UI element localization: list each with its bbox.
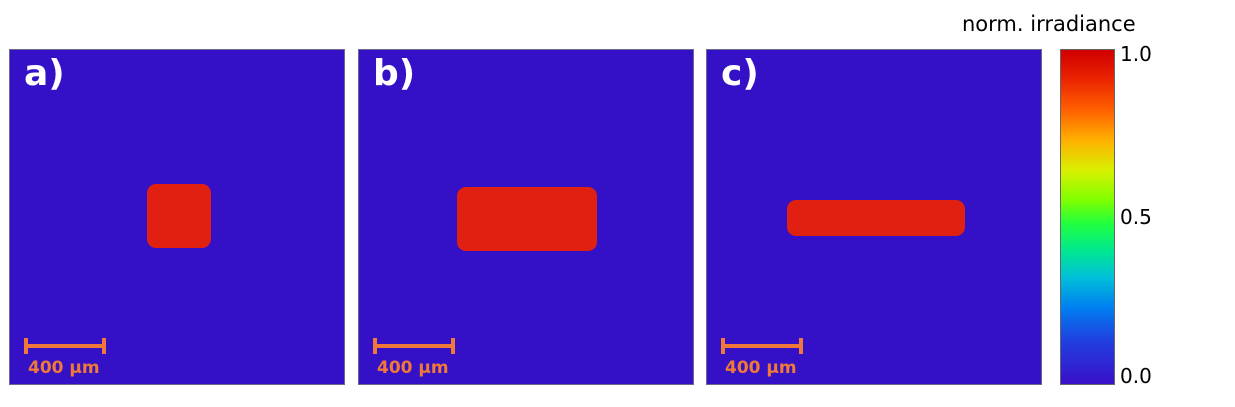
scale-bar <box>24 338 106 354</box>
scale-bar-label: 400 µm <box>377 358 449 378</box>
scale-bar-label: 400 µm <box>725 358 797 378</box>
colorbar-max-label: 1.0 <box>1120 42 1152 66</box>
panel-label: a) <box>24 53 65 94</box>
scale-bar <box>721 338 803 354</box>
scale-bar-label: 400 µm <box>28 358 100 378</box>
colorbar <box>1060 49 1115 385</box>
spot-area <box>10 50 344 384</box>
colorbar-min-label: 0.0 <box>1120 364 1152 388</box>
irradiance-spot-rectangle <box>457 187 597 251</box>
panel-label: b) <box>373 53 416 94</box>
panel-label: c) <box>721 53 759 94</box>
panel-b: b) 400 µm <box>358 49 694 385</box>
panel-c: c) 400 µm <box>706 49 1042 385</box>
colorbar-title: norm. irradiance <box>962 12 1136 36</box>
irradiance-spot-square <box>147 184 211 248</box>
spot-area <box>707 50 1041 384</box>
irradiance-spot-line <box>787 200 965 236</box>
panel-a: a) 400 µm <box>9 49 345 385</box>
spot-area <box>359 50 693 384</box>
colorbar-mid-label: 0.5 <box>1120 205 1152 229</box>
scale-bar <box>373 338 455 354</box>
